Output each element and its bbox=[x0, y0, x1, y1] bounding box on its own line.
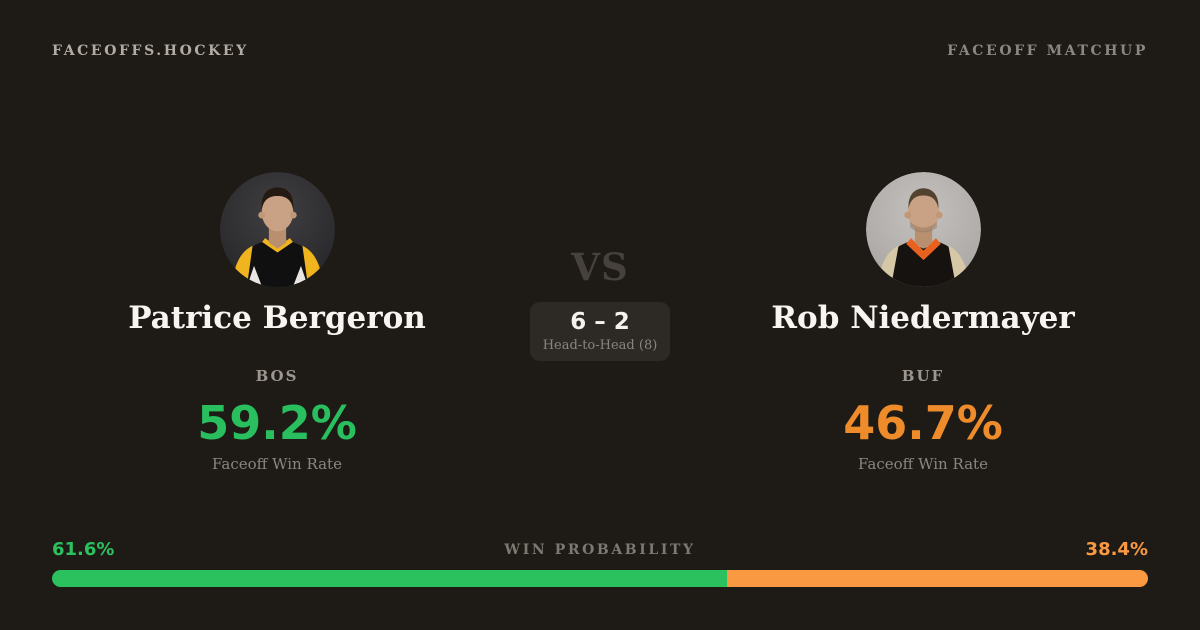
player-right-headshot-illustration bbox=[865, 172, 981, 287]
player-left-team: BOS bbox=[255, 366, 299, 385]
player-right-team: BUF bbox=[901, 366, 945, 385]
player-right-stat-label: Faceoff Win Rate bbox=[858, 454, 988, 473]
player-right-win-rate: 46.7% bbox=[843, 395, 1003, 450]
player-card-right: Rob Niedermayer BUF 46.7% Faceoff Win Ra… bbox=[646, 172, 1200, 473]
versus-column: VS 6 – 2 Head-to-Head (8) bbox=[0, 249, 1200, 361]
player-left-name[interactable]: Patrice Bergeron bbox=[128, 300, 426, 336]
head-to-head-label: Head-to-Head (8) bbox=[542, 338, 658, 354]
player-left-avatar[interactable] bbox=[219, 172, 335, 287]
header: FACEOFFS.HOCKEY FACEOFF MATCHUP bbox=[52, 43, 1148, 59]
player-left-win-rate: 59.2% bbox=[197, 395, 357, 450]
head-to-head-score: 6 – 2 bbox=[570, 308, 630, 335]
win-probability-bar-right-segment bbox=[727, 570, 1148, 587]
player-left-headshot-illustration bbox=[219, 172, 335, 287]
win-probability-section: 61.6% WIN PROBABILITY 38.4% bbox=[52, 539, 1148, 587]
page-context-label: FACEOFF MATCHUP bbox=[947, 43, 1148, 59]
player-left-stat-label: Faceoff Win Rate bbox=[212, 454, 342, 473]
player-right-name[interactable]: Rob Niedermayer bbox=[771, 300, 1075, 336]
win-probability-bar-left-segment bbox=[52, 570, 728, 587]
win-probability-title: WIN PROBABILITY bbox=[504, 542, 696, 558]
brand-logo-text[interactable]: FACEOFFS.HOCKEY bbox=[52, 43, 249, 59]
player-right-avatar[interactable] bbox=[865, 172, 981, 287]
win-probability-right-value: 38.4% bbox=[1085, 539, 1148, 560]
vs-label: VS bbox=[571, 245, 629, 289]
win-probability-bar bbox=[52, 570, 1148, 587]
win-probability-left-value: 61.6% bbox=[52, 539, 115, 560]
head-to-head-box: 6 – 2 Head-to-Head (8) bbox=[530, 302, 670, 361]
win-probability-header: 61.6% WIN PROBABILITY 38.4% bbox=[52, 539, 1148, 561]
player-card-left: Patrice Bergeron BOS 59.2% Faceoff Win R… bbox=[0, 172, 554, 473]
